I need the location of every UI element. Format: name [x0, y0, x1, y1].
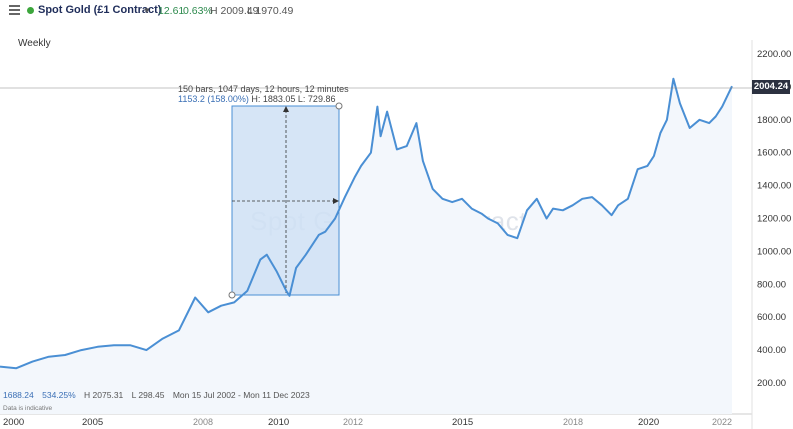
measure-summary: 150 bars, 1047 days, 12 hours, 12 minute… [178, 84, 349, 94]
x-axis: 2000 2005 2010 2015 2020 2008 2012 2018 2022 [3, 417, 732, 428]
x-tick-label: 2000 [3, 417, 24, 428]
y-axis: 2200.002000.001800.001600.001400.001200.… [757, 49, 791, 389]
measure-change: 1153.2 (158.00%) H: 1883.05 L: 729.86 [178, 94, 335, 104]
session-low: L 1970.49 [247, 5, 294, 17]
y-tick-label: 600.00 [757, 312, 786, 323]
x-tick-label-minor: 2022 [712, 417, 732, 427]
price-line [0, 77, 733, 370]
x-tick-label-minor: 2012 [343, 417, 363, 427]
measure-high-low: H: 1883.05 L: 729.86 [248, 94, 336, 104]
y-tick-label: 800.00 [757, 279, 786, 290]
session-high: H 2009.49 [210, 5, 259, 17]
measure-end-handle[interactable] [335, 102, 343, 110]
instrument-name[interactable]: Spot Gold (£1 Contract) [38, 4, 162, 16]
data-disclaimer: Data is indicative [3, 405, 53, 412]
x-tick-label-minor: 2008 [193, 417, 213, 427]
y-tick-label: 1200.00 [757, 214, 791, 225]
footer-high: H 2075.31 [84, 390, 124, 400]
chart-interval-label: Weekly [18, 38, 51, 49]
x-tick-label: 2005 [82, 417, 103, 428]
x-tick-label: 2010 [268, 417, 289, 428]
chevron-down-icon[interactable]: ▼ [143, 6, 151, 15]
instrument-header: Spot Gold (£1 Contract) ▼ 12.61 0.63% H … [0, 0, 793, 22]
x-tick-label: 2020 [638, 417, 659, 428]
chart-footer-stats: 1688.24 534.25% H 2075.31 L 298.45 Mon 1… [3, 390, 316, 400]
y-tick-label: 400.00 [757, 345, 786, 356]
y-tick-label: 1400.00 [757, 181, 791, 192]
x-tick-label-minor: 2018 [563, 417, 583, 427]
price-change-value: 12.61 [158, 5, 185, 17]
y-tick-label: 1600.00 [757, 148, 791, 159]
price-change-percent: 0.63% [183, 5, 213, 17]
footer-last: 1688.24 [3, 390, 34, 400]
measure-change-percent: 1153.2 (158.00%) [178, 94, 249, 104]
footer-low: L 298.45 [131, 390, 165, 400]
current-price-badge: 2004.24 [752, 80, 790, 94]
market-status-icon [27, 7, 34, 14]
y-tick-label: 200.00 [757, 378, 786, 389]
menu-icon[interactable] [9, 5, 20, 15]
x-tick-label: 2015 [452, 417, 473, 428]
measure-arrow-up-icon [283, 106, 289, 112]
price-area-fill [0, 78, 732, 414]
footer-range: Mon 15 Jul 2002 - Mon 11 Dec 2023 [172, 390, 310, 400]
y-tick-label: 1000.00 [757, 246, 791, 257]
measure-start-handle[interactable] [228, 291, 236, 299]
measure-arrow-right-icon [333, 198, 339, 204]
y-tick-label: 2200.00 [757, 49, 791, 60]
measure-box[interactable] [231, 105, 340, 296]
footer-pct: 534.25% [42, 390, 76, 400]
y-tick-label: 1800.00 [757, 115, 791, 126]
